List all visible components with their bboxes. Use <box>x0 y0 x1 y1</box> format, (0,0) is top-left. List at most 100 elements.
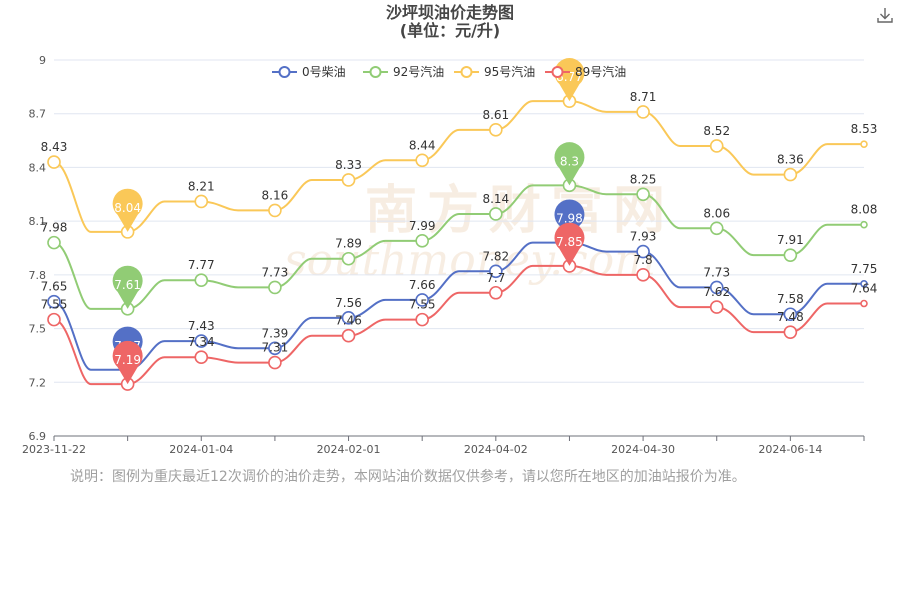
data-label: 8.71 <box>630 90 657 104</box>
data-label: 7.43 <box>188 319 215 333</box>
data-label: 8.25 <box>630 172 657 186</box>
x-tick-label: 2024-01-04 <box>169 443 233 456</box>
extreme-marker: 7.61 <box>112 265 143 309</box>
data-point[interactable] <box>636 105 650 119</box>
y-tick-label: 8.1 <box>29 215 47 228</box>
legend-item[interactable]: 0号柴油 <box>272 65 346 79</box>
data-point[interactable] <box>194 334 209 348</box>
data-label: 7.89 <box>335 237 362 251</box>
marker-pin <box>554 142 585 186</box>
data-point[interactable] <box>47 235 61 250</box>
data-point[interactable] <box>415 293 429 307</box>
data-point[interactable] <box>783 248 798 262</box>
data-point[interactable] <box>636 244 650 259</box>
marker-label: 8.04 <box>114 201 141 215</box>
data-label: 7.75 <box>851 262 878 276</box>
data-label: 7.66 <box>409 278 436 292</box>
data-point[interactable] <box>489 123 503 137</box>
data-point[interactable] <box>47 294 61 309</box>
y-tick-label: 7.5 <box>29 323 47 336</box>
data-label: 8.33 <box>335 158 362 172</box>
data-point[interactable] <box>341 173 356 187</box>
data-point[interactable] <box>415 153 429 168</box>
data-point[interactable] <box>341 311 356 325</box>
data-point[interactable] <box>341 251 356 266</box>
data-point[interactable] <box>47 155 61 169</box>
data-point[interactable] <box>709 139 724 153</box>
data-label: 7.39 <box>262 326 289 340</box>
data-labels: 7.65 7.43 7.39 7.56 7.66 7.82 7.93 7.73 7.58 7.75… <box>41 90 878 355</box>
data-point[interactable] <box>268 203 282 218</box>
data-point[interactable] <box>860 140 868 148</box>
data-point[interactable] <box>860 280 868 288</box>
chart-footnote: 说明：图例为重庆最近12次调价的油价走势，本网站油价数据仅供参考，请以您所在地区… <box>70 469 746 485</box>
marker-pin <box>112 265 143 309</box>
y-tick-label: 8.7 <box>29 108 47 121</box>
data-point[interactable] <box>709 300 724 314</box>
legend-symbol <box>369 66 382 78</box>
data-label: 7.91 <box>777 233 804 247</box>
data-label: 8.61 <box>482 108 509 122</box>
legend-symbol <box>460 66 473 78</box>
marker-pin <box>554 222 585 266</box>
data-point[interactable] <box>489 264 503 279</box>
data-point[interactable] <box>268 355 282 370</box>
data-label: 7.34 <box>188 335 215 349</box>
data-point[interactable] <box>709 221 724 236</box>
data-point[interactable] <box>489 285 503 300</box>
data-label: 8.53 <box>851 122 878 136</box>
data-label: 7.64 <box>851 282 878 296</box>
marker-label: 7.61 <box>114 278 141 292</box>
download-icon[interactable] <box>876 6 894 24</box>
data-label: 7.73 <box>262 265 289 279</box>
data-label: 8.14 <box>482 192 509 206</box>
legend-label: 92号汽油 <box>393 64 444 79</box>
data-label: 7.77 <box>188 258 215 272</box>
data-label: 8.08 <box>851 203 878 217</box>
data-point[interactable] <box>860 220 868 229</box>
data-point[interactable] <box>783 307 798 322</box>
legend-item[interactable]: 92号汽油 <box>363 64 444 79</box>
data-point[interactable] <box>636 187 650 202</box>
extreme-marker: 7.85 <box>554 222 585 266</box>
data-point[interactable] <box>194 350 209 365</box>
marker-pin <box>554 199 585 243</box>
data-point[interactable] <box>783 325 798 339</box>
data-point[interactable] <box>341 328 356 343</box>
data-label: 7.73 <box>703 265 730 279</box>
data-point[interactable] <box>194 194 209 209</box>
legend-symbol <box>278 66 291 78</box>
data-point[interactable] <box>268 280 282 295</box>
legend-item[interactable]: 95号汽油 <box>454 64 535 79</box>
data-label: 8.06 <box>703 206 730 220</box>
data-label: 7.82 <box>482 249 509 263</box>
data-label: 7.62 <box>703 285 730 299</box>
data-point[interactable] <box>415 234 429 248</box>
data-label: 8.44 <box>409 138 436 152</box>
chart-title: 沙坪坝油价走势图 <box>385 3 514 22</box>
data-label: 8.16 <box>262 188 289 202</box>
data-point[interactable] <box>783 167 798 182</box>
legend-label: 95号汽油 <box>484 64 535 79</box>
data-point[interactable] <box>47 312 61 327</box>
marker-label: 7.98 <box>556 212 583 226</box>
data-point[interactable] <box>194 273 209 288</box>
data-label: 8.52 <box>703 124 730 138</box>
legend-item[interactable]: 89号汽油 <box>545 64 626 79</box>
data-point[interactable] <box>709 280 724 295</box>
data-label: 7.58 <box>777 292 804 306</box>
marker-label: 7.85 <box>556 235 583 249</box>
data-label: 7.46 <box>335 314 362 328</box>
extreme-marker: 8.04 <box>112 188 143 232</box>
data-point[interactable] <box>268 341 282 356</box>
data-point[interactable] <box>489 207 503 221</box>
data-point[interactable] <box>415 312 429 327</box>
extreme-marker: 7.98 <box>554 199 585 243</box>
data-point[interactable] <box>636 268 650 282</box>
x-tick-label: 2024-04-02 <box>464 443 528 456</box>
extreme-markers: 7.987.278.37.618.778.047.857.19 <box>112 58 585 385</box>
watermark: 南方财富网 southmoney.com <box>284 180 665 286</box>
data-point[interactable] <box>860 299 868 308</box>
y-tick-label: 7.2 <box>29 376 47 389</box>
